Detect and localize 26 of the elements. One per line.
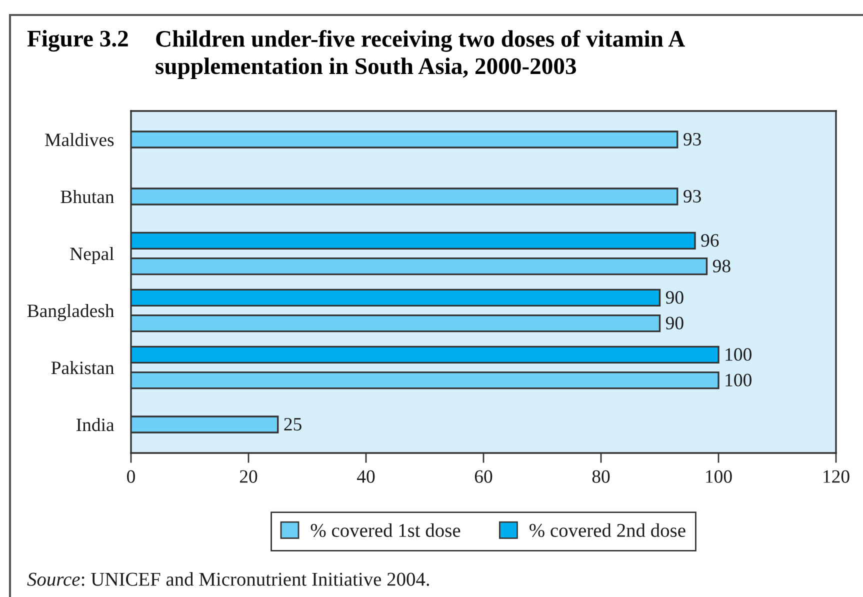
x-tick-label: 40 xyxy=(356,470,375,483)
data-label: 98 xyxy=(712,260,730,272)
data-label: 100 xyxy=(726,348,752,361)
x-tick-label: 100 xyxy=(706,470,732,483)
data-label: 90 xyxy=(666,316,684,330)
x-tick-label: 0 xyxy=(127,470,135,483)
x-tick-label: 20 xyxy=(240,470,258,483)
y-tick-label: Pakistan xyxy=(51,360,114,374)
legend-label: % covered 1st dose xyxy=(310,523,460,538)
legend-label: % covered 2nd dose xyxy=(530,523,686,538)
y-tick-label: Maldives xyxy=(45,132,114,146)
x-tick-label: 60 xyxy=(474,470,492,483)
y-tick-label: Nepal xyxy=(70,246,114,264)
data-label: 90 xyxy=(666,291,684,304)
source-note: Source: UNICEF and Micronutrient Initiative 2004. xyxy=(27,572,430,586)
data-label: 93 xyxy=(684,190,701,203)
chart-title: Figure 3.2 Children under-five receiving two doses of vitamin A supplementation in South Asia, 2000-2003 xyxy=(27,30,685,79)
data-label: 25 xyxy=(284,418,302,431)
y-tick-label: India xyxy=(76,418,114,432)
data-label: 100 xyxy=(726,374,752,386)
data-label: 96 xyxy=(701,234,719,247)
data-label: 93 xyxy=(684,132,701,146)
y-tick-label: Bangladesh xyxy=(27,304,114,322)
y-tick-label: Bhutan xyxy=(60,190,114,204)
x-tick-label: 120 xyxy=(824,470,850,483)
x-tick-label: 80 xyxy=(592,470,610,483)
